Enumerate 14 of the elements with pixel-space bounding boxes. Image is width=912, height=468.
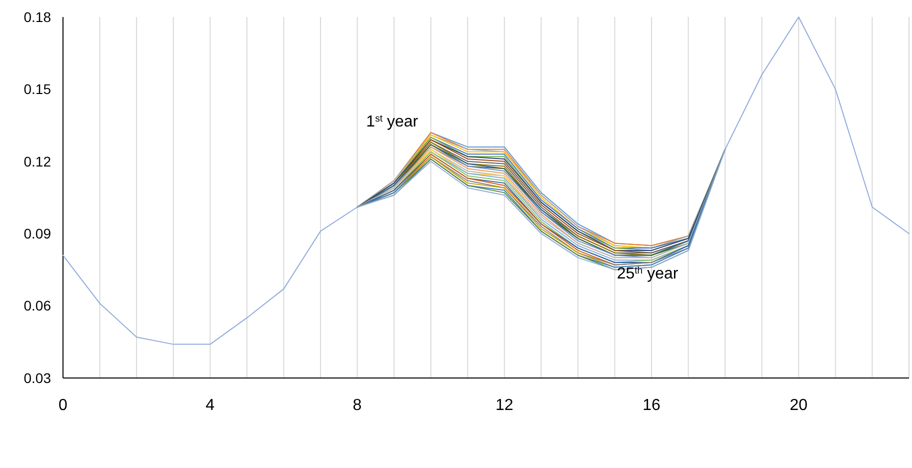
x-tick-label: 12 [495,397,514,414]
y-tick-label: 0.18 [24,8,52,25]
x-tick-label: 0 [58,397,68,414]
annotation: 25$^{th}$ year [616,264,679,282]
y-tick-label: 0.03 [24,370,52,386]
x-tick-label: 16 [642,397,661,414]
y-tick-label: 0.06 [24,298,52,314]
y-tick-label: 0.09 [24,226,52,242]
x-tick-label: 20 [790,397,808,414]
y-tick-label: 0.12 [24,153,52,170]
y-tick-label: 0.15 [24,81,52,98]
x-tick-label: 8 [352,397,362,414]
annotation: 1$^{st}$ year [366,112,419,130]
x-tick-label: 4 [206,397,215,414]
